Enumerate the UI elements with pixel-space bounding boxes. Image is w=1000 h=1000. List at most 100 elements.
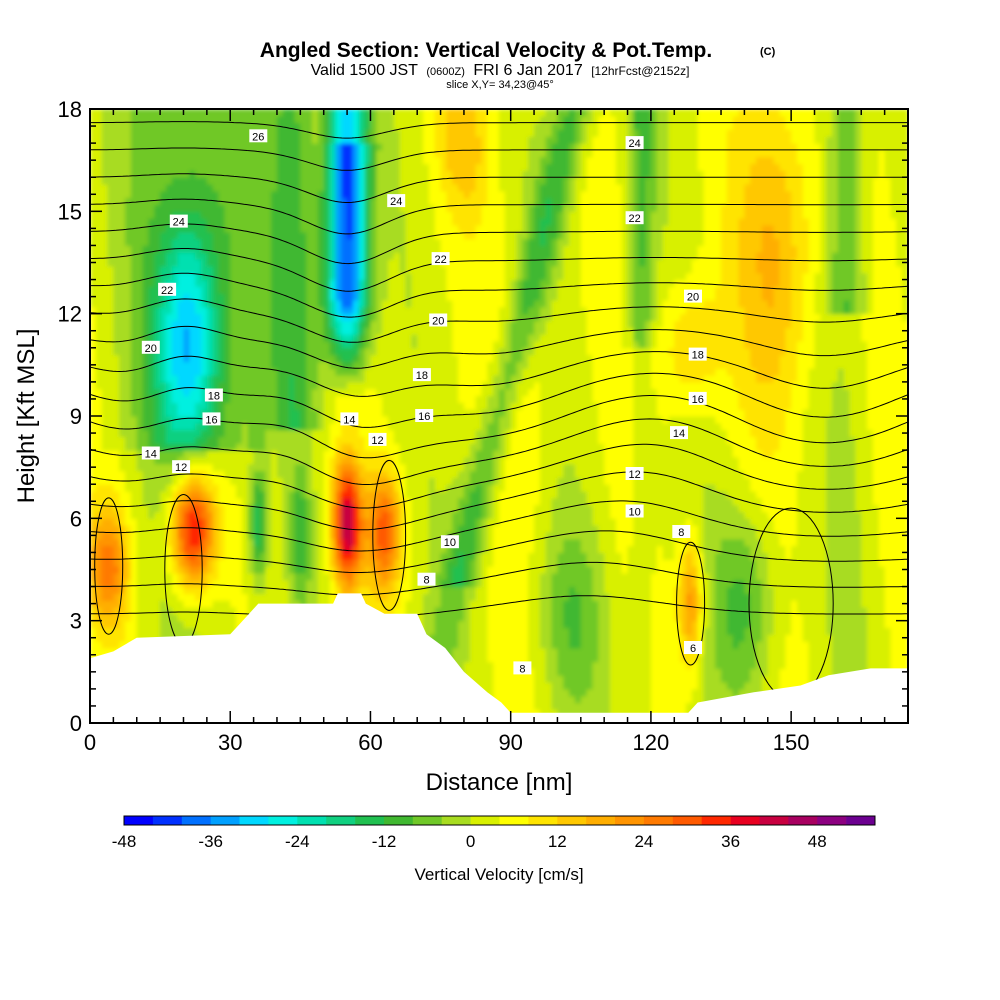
contour-label: 14: [340, 412, 359, 426]
contour-label: 24: [169, 214, 188, 229]
contour-label: 16: [415, 409, 434, 423]
contour-label-text: 20: [687, 292, 699, 304]
contour-label-text: 18: [416, 370, 428, 382]
contour-label-text: 8: [423, 575, 429, 587]
colorbar-swatch: [441, 816, 471, 825]
contour-label-text: 20: [432, 316, 444, 328]
colorbar-tick-label: 24: [634, 832, 653, 851]
chart-subtitle: Valid 1500 JST (0600Z) FRI 6 Jan 2017 [1…: [311, 62, 690, 79]
contour-label-text: 18: [692, 350, 704, 362]
contour-label-text: 10: [444, 537, 456, 549]
y-tick-label: 18: [58, 97, 82, 122]
contour-label: 8: [417, 572, 436, 587]
x-tick-label: 0: [84, 730, 96, 755]
colorbar-swatch: [124, 816, 154, 825]
colorbar-tick-label: 48: [808, 832, 827, 851]
colorbar-swatch: [528, 816, 558, 825]
contour-label-text: 8: [519, 663, 525, 675]
contour-label: 26: [249, 129, 268, 143]
contour-label-text: 14: [145, 449, 157, 461]
contour-label: 20: [141, 340, 160, 355]
colorbar-tick-label: 36: [721, 832, 740, 851]
colorbar-swatch: [817, 816, 847, 825]
colorbar-swatch: [643, 816, 674, 825]
y-tick-label: 3: [70, 609, 82, 634]
colorbar-swatch: [181, 816, 211, 825]
y-tick-label: 12: [58, 302, 82, 327]
subtitle-utc: (0600Z): [426, 66, 465, 78]
contour-label-text: 6: [690, 643, 696, 655]
x-tick-label: 60: [358, 730, 382, 755]
x-tick-label: 150: [773, 730, 810, 755]
potential-temperature-contours: [90, 121, 908, 700]
colorbar-swatch: [239, 816, 269, 825]
y-tick-label: 6: [70, 506, 82, 531]
contour-label-text: 8: [678, 527, 684, 539]
contour-label: 12: [625, 467, 644, 481]
colorbar-swatch: [557, 816, 587, 825]
contour-label-text: 12: [371, 435, 383, 447]
colorbar-swatch: [586, 816, 616, 825]
contour-label: 22: [158, 282, 177, 297]
contour-label-text: 12: [175, 462, 187, 474]
colorbar-tick-label: -36: [198, 832, 223, 851]
subtitle-slice: slice X,Y= 34,23@45°: [446, 79, 554, 91]
colorbar-swatch: [152, 816, 183, 825]
contour-label: 16: [202, 412, 221, 426]
contour-label-text: 20: [145, 343, 157, 355]
contour-label: 10: [625, 504, 644, 519]
colorbar-swatch: [470, 816, 500, 825]
contour-label-text: 16: [418, 411, 430, 423]
contour-label: 20: [684, 289, 702, 304]
y-axis-label: Height [Kft MSL]: [13, 329, 40, 504]
contour-label: 20: [429, 313, 448, 328]
colorbar-swatch: [326, 816, 356, 825]
contour-label-text: 24: [628, 138, 640, 150]
contour-label: 18: [688, 347, 707, 362]
colorbar-swatch: [788, 816, 818, 825]
contour-label-text: 18: [208, 391, 220, 403]
x-tick-label: 30: [218, 730, 242, 755]
chart-title: Angled Section: Vertical Velocity & Pot.…: [260, 39, 712, 62]
colorbar-swatch: [672, 816, 702, 825]
contour-label: 18: [204, 388, 223, 403]
colorbar-swatch: [297, 816, 327, 825]
y-tick-label: 0: [70, 711, 82, 736]
contour-label-text: 22: [628, 213, 640, 225]
contour-label: 12: [368, 432, 387, 447]
colorbar-tick-label: -24: [285, 832, 310, 851]
terrain-mask: [90, 593, 908, 723]
contour-label: 24: [387, 194, 406, 208]
colorbar-swatch: [384, 816, 414, 825]
contour-labels: 26 24 22 20 18 16 14 12 14 12 24 22 20 18 16 10 8 24 22 20 1…: [141, 129, 707, 675]
x-tick-label: 120: [633, 730, 670, 755]
contour-label: 16: [688, 391, 707, 406]
contour-label-text: 22: [161, 285, 173, 297]
colorbar-tick-label: 12: [548, 832, 567, 851]
contour-label-text: 26: [252, 131, 264, 143]
contour-label-text: 24: [173, 217, 185, 229]
x-axis-label: Distance [nm]: [426, 769, 573, 796]
colorbar-tick-label: -12: [372, 832, 397, 851]
chart-title-unit: (C): [760, 46, 776, 58]
contour-label: 10: [440, 535, 459, 549]
contour-label: 12: [172, 460, 191, 474]
subtitle-forecast: [12hrFcst@2152z]: [591, 64, 689, 78]
contour-label-text: 14: [673, 428, 685, 440]
colorbar-swatch: [412, 816, 442, 825]
x-tick-label: 90: [498, 730, 522, 755]
colorbar-swatch: [499, 816, 529, 825]
contour-label-text: 12: [628, 469, 640, 481]
colorbar-swatch: [759, 816, 789, 825]
contour-label: 6: [684, 641, 702, 655]
contour-label: 24: [625, 136, 644, 150]
contour-label: 22: [431, 252, 450, 266]
contour-label: 14: [670, 426, 688, 440]
subtitle-valid: Valid 1500 JST: [311, 62, 419, 79]
contour-label-text: 22: [434, 254, 446, 266]
colorbar-swatch: [701, 816, 731, 825]
colorbar-swatch: [846, 816, 876, 825]
colorbar-swatch: [615, 816, 645, 825]
contour-label: 8: [513, 661, 532, 675]
